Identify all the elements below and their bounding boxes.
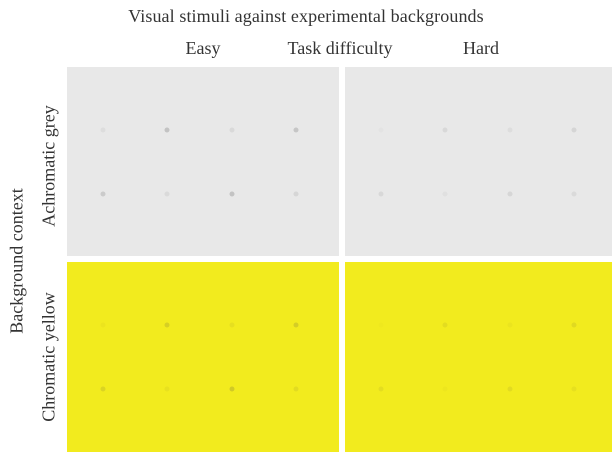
stimulus-dot bbox=[571, 127, 577, 133]
stimulus-dot bbox=[100, 127, 106, 133]
stimulus-dot bbox=[507, 127, 513, 133]
row-label-achromatic-grey: Achromatic grey bbox=[38, 105, 59, 227]
stimulus-dot bbox=[100, 322, 106, 328]
column-label-easy: Easy bbox=[185, 38, 221, 58]
stimulus-dot bbox=[100, 191, 106, 197]
stimulus-dot bbox=[571, 322, 577, 328]
stimulus-panel-yellow-easy bbox=[67, 262, 339, 452]
stimulus-dot bbox=[229, 191, 235, 197]
stimulus-dot bbox=[378, 127, 384, 133]
stimulus-dot bbox=[293, 322, 299, 328]
stimulus-dot bbox=[164, 386, 170, 392]
stimulus-dot bbox=[507, 191, 513, 197]
stimulus-dot bbox=[293, 191, 299, 197]
stimulus-dot bbox=[442, 322, 448, 328]
row-label-background-context: Background context bbox=[6, 188, 27, 334]
row-label-chromatic-yellow: Chromatic yellow bbox=[38, 292, 59, 422]
stimulus-dot bbox=[164, 191, 170, 197]
column-label-task-difficulty: Task difficulty bbox=[287, 38, 393, 58]
stimulus-dot bbox=[571, 386, 577, 392]
figure-title: Visual stimuli against experimental back… bbox=[128, 6, 484, 26]
stimulus-dot bbox=[442, 127, 448, 133]
column-label-hard: Hard bbox=[463, 38, 499, 58]
stimulus-panel-grey-easy bbox=[67, 67, 339, 256]
stimulus-dot bbox=[293, 127, 299, 133]
stimulus-panel-yellow-hard bbox=[345, 262, 612, 452]
stimulus-dot bbox=[442, 386, 448, 392]
stimulus-dot bbox=[164, 127, 170, 133]
stimulus-dot bbox=[229, 127, 235, 133]
stimulus-dot bbox=[378, 191, 384, 197]
stimulus-dot bbox=[507, 386, 513, 392]
stimulus-dot bbox=[571, 191, 577, 197]
stimulus-dot bbox=[100, 386, 106, 392]
stimulus-dot bbox=[164, 322, 170, 328]
stimulus-dot bbox=[378, 322, 384, 328]
stimulus-dot bbox=[229, 386, 235, 392]
stimulus-dot bbox=[378, 386, 384, 392]
stimulus-panel-grey-hard bbox=[345, 67, 612, 256]
stimulus-dot bbox=[507, 322, 513, 328]
stimulus-dot bbox=[293, 386, 299, 392]
stimulus-dot bbox=[442, 191, 448, 197]
stimulus-dot bbox=[229, 322, 235, 328]
